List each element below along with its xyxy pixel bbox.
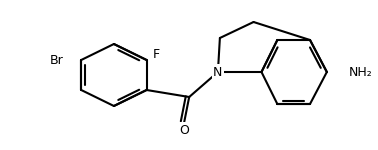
Text: NH₂: NH₂ [349, 66, 372, 78]
Text: Br: Br [50, 54, 64, 66]
Text: F: F [153, 48, 160, 62]
Text: O: O [179, 123, 189, 136]
Text: N: N [213, 66, 223, 78]
